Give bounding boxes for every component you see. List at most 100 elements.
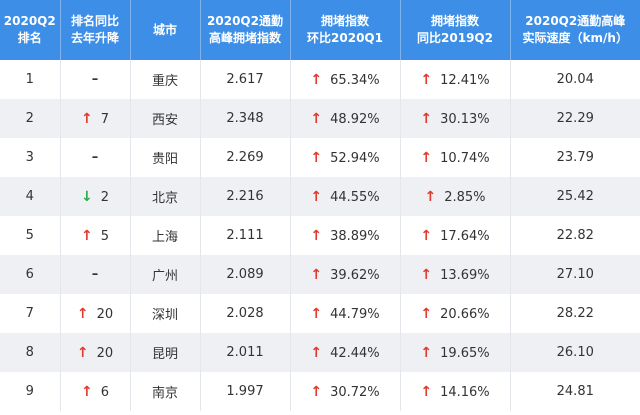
congestion-index-cell: 2.089	[200, 255, 291, 294]
city-cell: 上海	[130, 216, 201, 255]
city-cell: 西安	[130, 99, 201, 138]
qoq-value: 39.62%	[330, 267, 380, 283]
rank-change-value: 2	[100, 189, 109, 205]
arrow-up-icon: ↑	[310, 188, 323, 205]
table-row: 2 ↑ 7 西安 2.348 ↑ 48.92% ↑ 30.13% 22.29	[0, 99, 640, 138]
arrow-up-icon: ↑	[310, 305, 323, 322]
qoq-cell: ↑ 48.92%	[290, 99, 401, 138]
arrow-up-icon: ↑	[420, 383, 433, 400]
qoq-cell: ↑ 39.62%	[290, 255, 401, 294]
arrow-up-icon: ↑	[420, 149, 433, 166]
yoy-value: 20.66%	[440, 306, 490, 322]
rank-change-value: –	[91, 72, 99, 87]
arrow-up-icon: ↑	[310, 227, 323, 244]
header-line: 环比2020Q1	[307, 31, 383, 45]
header-line: 拥堵指数	[320, 14, 369, 28]
speed-cell: 24.81	[510, 372, 640, 411]
table-body: 1– 重庆 2.617 ↑ 65.34% ↑ 12.41% 20.04 2 ↑ 7 西安 2.348 ↑ 4…	[0, 60, 640, 411]
rank-change-cell: –	[60, 138, 131, 177]
arrow-up-icon: ↑	[310, 383, 323, 400]
yoy-cell: ↑ 30.13%	[400, 99, 511, 138]
table-row: 3 – 贵阳 2.269 ↑ 52.94% ↑ 10.74% 23.79	[0, 138, 640, 177]
yoy-cell: ↑ 17.64%	[400, 216, 511, 255]
yoy-cell: ↑ 2.85%	[400, 177, 511, 216]
arrow-up-icon: ↑	[420, 305, 433, 322]
header-city: 城市	[130, 0, 201, 60]
header-congestion-index: 2020Q2通勤 高峰拥堵指数	[200, 0, 291, 60]
arrow-up-icon: ↑	[310, 266, 323, 283]
city-cell: 南京	[130, 372, 201, 411]
arrow-up-icon: ↑	[420, 227, 433, 244]
arrow-down-icon: ↓	[80, 188, 93, 205]
rank-change-cell: ↑ 6	[60, 372, 131, 411]
congestion-index-cell: 2.111	[200, 216, 291, 255]
arrow-up-icon: ↑	[420, 110, 433, 127]
rank-change-cell: ↑ 20	[60, 333, 131, 372]
congestion-index-cell: 2.269	[200, 138, 291, 177]
qoq-cell: ↑ 38.89%	[290, 216, 401, 255]
qoq-value: 42.44%	[330, 345, 380, 361]
city-cell: 昆明	[130, 333, 201, 372]
speed-cell: 27.10	[510, 255, 640, 294]
congestion-index-cell: 2.028	[200, 294, 291, 333]
arrow-up-icon: ↑	[310, 149, 323, 166]
qoq-cell: ↑ 42.44%	[290, 333, 401, 372]
header-speed: 2020Q2通勤高峰 实际速度（km/h）	[510, 0, 640, 60]
table-header: 2020Q2 排名 排名同比 去年升降 城市 2020Q2通勤 高峰拥堵指数 拥堵指数 环比20…	[0, 0, 640, 60]
yoy-value: 30.13%	[440, 111, 490, 127]
rank-change-value: 7	[100, 111, 109, 127]
qoq-cell: ↑ 44.79%	[290, 294, 401, 333]
speed-cell: 23.79	[510, 138, 640, 177]
yoy-cell: ↑ 10.74%	[400, 138, 511, 177]
header-line: 同比2019Q2	[417, 31, 493, 45]
city-cell: 北京	[130, 177, 201, 216]
yoy-cell: ↑ 13.69%	[400, 255, 511, 294]
city-cell: 广州	[130, 255, 201, 294]
arrow-up-icon: ↑	[76, 344, 89, 361]
table-row: 7 ↑ 20 深圳 2.028 ↑ 44.79% ↑ 20.66% 28.22	[0, 294, 640, 333]
city-cell: 重庆	[130, 60, 201, 99]
speed-cell: 26.10	[510, 333, 640, 372]
rank-cell: 7	[0, 294, 61, 333]
congestion-index-cell: 2.617	[200, 60, 291, 99]
yoy-value: 14.16%	[440, 384, 490, 400]
arrow-up-icon: ↑	[420, 266, 433, 283]
yoy-cell: ↑ 14.16%	[400, 372, 511, 411]
header-line: 2020Q2通勤高峰	[525, 14, 626, 28]
rank-cell: 9	[0, 372, 61, 411]
yoy-cell: ↑ 20.66%	[400, 294, 511, 333]
rank-change-value: –	[91, 267, 99, 282]
speed-cell: 22.29	[510, 99, 640, 138]
header-rank: 2020Q2 排名	[0, 0, 61, 60]
arrow-up-icon: ↑	[424, 188, 437, 205]
yoy-value: 19.65%	[440, 345, 490, 361]
rank-change-cell: –	[60, 255, 131, 294]
rank-change-cell: –	[60, 60, 131, 99]
header-line: 拥堵指数	[430, 14, 479, 28]
rank-cell: 8	[0, 333, 61, 372]
qoq-cell: ↑ 30.72%	[290, 372, 401, 411]
header-line: 去年升降	[70, 31, 119, 45]
header-line: 高峰拥堵指数	[208, 31, 281, 45]
rank-cell: 3	[0, 138, 61, 177]
table-row: 1 – 重庆 2.617 ↑ 65.34% ↑ 12.41% 20.04	[0, 60, 640, 99]
qoq-cell: ↑ 52.94%	[290, 138, 401, 177]
yoy-cell: ↑ 19.65%	[400, 333, 511, 372]
header-line: 2020Q2	[3, 14, 56, 28]
arrow-up-icon: ↑	[420, 344, 433, 361]
rank-change-cell: ↑ 20	[60, 294, 131, 333]
yoy-value: 12.41%	[440, 72, 490, 88]
arrow-up-icon: ↑	[310, 344, 323, 361]
yoy-cell: ↑ 12.41%	[400, 60, 511, 99]
rank-change-value: 6	[100, 384, 109, 400]
table-row: 5 ↑ 5 上海 2.111 ↑ 38.89% ↑ 17.64% 22.82	[0, 216, 640, 255]
header-qoq: 拥堵指数环比2020Q1	[290, 0, 401, 60]
rank-cell: 6	[0, 255, 61, 294]
yoy-value: 2.85%	[444, 189, 486, 205]
arrow-up-icon: ↑	[310, 71, 323, 88]
arrow-up-icon: ↑	[310, 110, 323, 127]
table-row: 8 ↑ 20 昆明 2.011 ↑ 42.44% ↑ 19.65% 26.10	[0, 333, 640, 372]
rank-change-cell: ↓ 2	[60, 177, 131, 216]
qoq-value: 38.89%	[330, 228, 380, 244]
